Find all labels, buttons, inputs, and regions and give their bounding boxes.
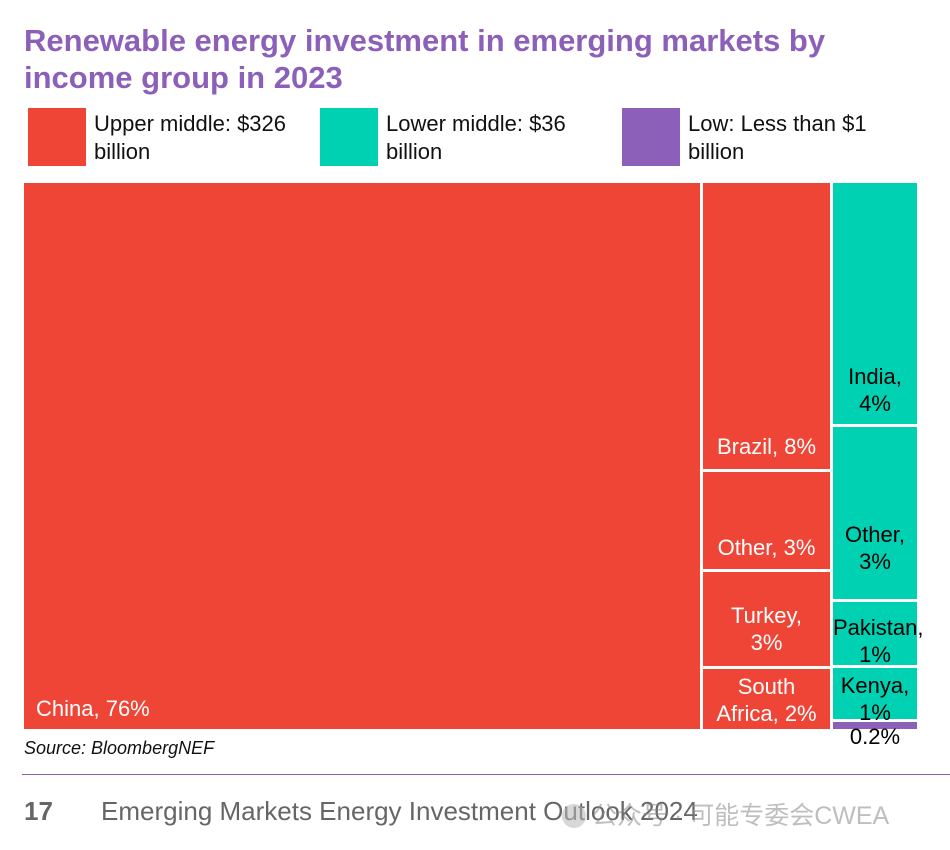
treemap-cell-lower-middle-kenya (833, 668, 917, 719)
report-title: Emerging Markets Energy Investment Outlo… (101, 796, 698, 826)
treemap-label-lower-middle-other: Other, 3% (845, 522, 905, 574)
treemap-cell-upper-middle-china (24, 183, 700, 729)
wechat-icon (562, 804, 586, 828)
treemap-label-lower-middle-india: India, 4% (848, 364, 902, 416)
treemap-label-upper-middle-china: China, 76% (36, 696, 150, 721)
treemap-cell-low-total (833, 722, 917, 729)
legend-swatch-low (622, 108, 680, 166)
treemap-label-upper-middle-south-africa: South Africa, 2% (716, 674, 817, 726)
treemap-label-lower-middle-kenya: Kenya, 1% (840, 673, 910, 725)
chart-title: Renewable energy investment in emerging … (24, 23, 826, 95)
treemap-label-upper-middle-turkey: Turkey, 3% (731, 603, 802, 655)
legend-label-low: Low: Less than $1 billion (688, 111, 867, 164)
footer-divider (22, 774, 950, 775)
legend-swatch-lower-middle (320, 108, 378, 166)
treemap-label-upper-middle-brazil: Brazil, 8% (716, 434, 817, 459)
source-note: Source: BloombergNEF (24, 738, 215, 758)
watermark-text: 公众号 · 可能专委会CWEA (592, 802, 890, 830)
treemap-cell-lower-middle-other (833, 427, 917, 599)
treemap-cell-lower-middle-india (833, 183, 917, 424)
legend-label-lower-middle: Lower middle: $36 billion (386, 111, 566, 164)
treemap-cell-upper-middle-turkey (703, 572, 830, 666)
page-number: 17 (24, 796, 53, 826)
treemap-cell-upper-middle-brazil (703, 183, 830, 469)
legend-label-upper-middle: Upper middle: $326 billion (94, 111, 287, 164)
treemap-label-lower-middle-pakistan: Pakistan, 1% (833, 615, 924, 667)
treemap-cell-lower-middle-pakistan (833, 602, 917, 665)
treemap-cell-upper-middle-south-africa (703, 669, 830, 729)
watermark: 公众号 · 可能专委会CWEA (562, 796, 889, 832)
treemap-label-upper-middle-other: Other, 3% (717, 535, 816, 560)
legend-swatch-upper-middle (28, 108, 86, 166)
treemap-label-low-total: 0.2% (849, 724, 901, 749)
treemap-cell-upper-middle-other (703, 472, 830, 569)
